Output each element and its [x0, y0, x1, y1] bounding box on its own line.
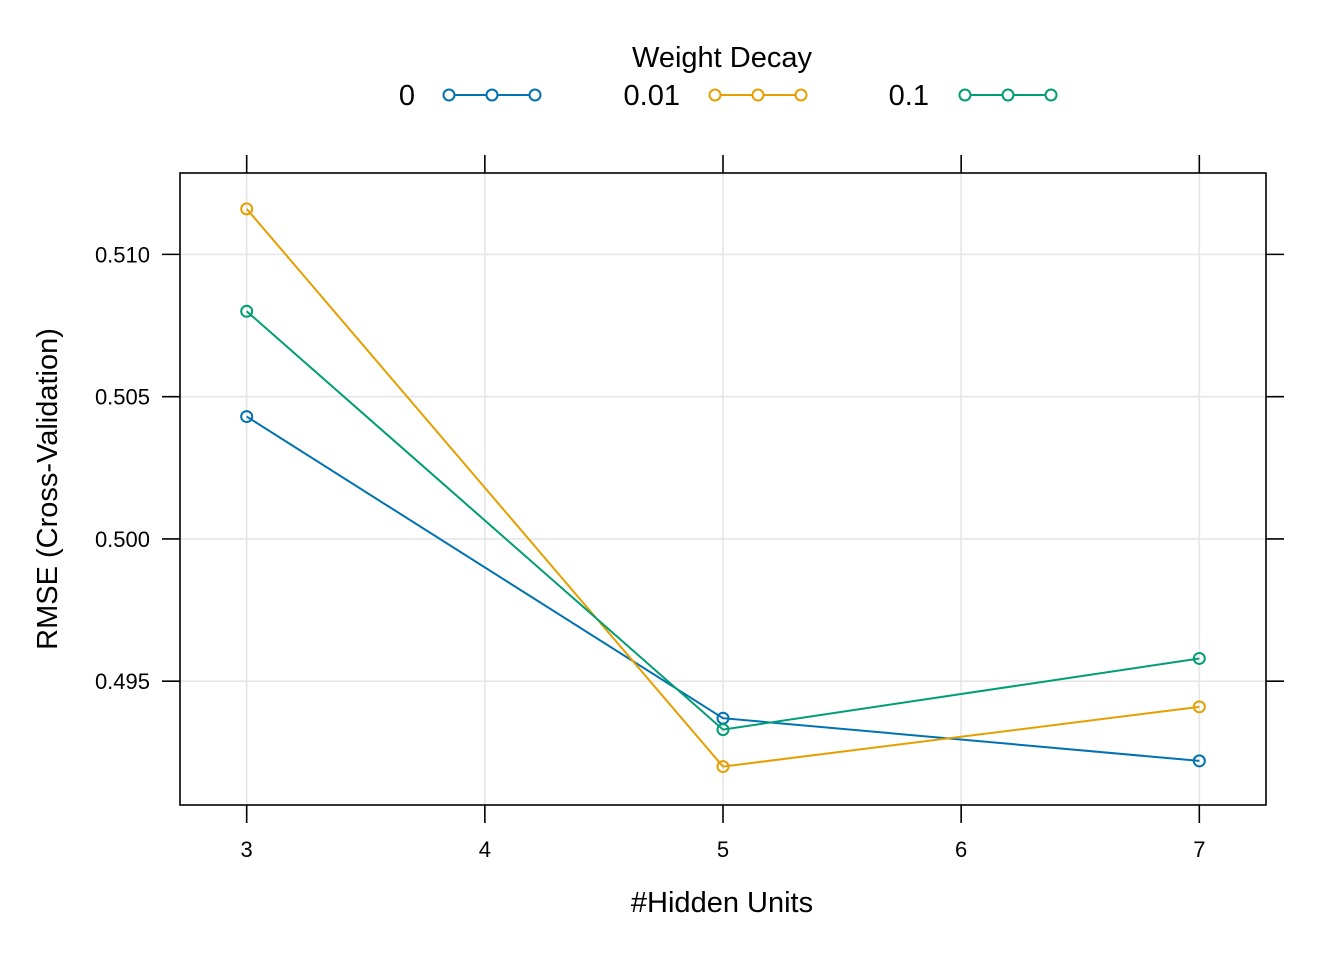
series-line-0.1: [246, 310, 1200, 731]
legend-label-0.1: 0.1: [889, 80, 929, 112]
legend-key-marker-0.01: [708, 88, 722, 102]
series-line-0.01: [245, 208, 1200, 768]
y-tick-label: 0.500: [95, 527, 150, 552]
legend-key-marker-0.01: [751, 88, 765, 102]
data-point-0.01: [716, 760, 730, 774]
data-point-0: [1192, 754, 1206, 768]
legend-key-marker-0.1: [1044, 88, 1058, 102]
series-line-0: [246, 415, 1200, 762]
ticks-layer: 3 4 5 6 7 0.495 0.500 0.505 0.510: [95, 155, 1284, 862]
plot-frame: [179, 172, 1267, 806]
legend-label-0.01: 0.01: [624, 80, 680, 112]
data-point-0.01: [1192, 700, 1206, 714]
legend-key-marker-0: [528, 88, 542, 102]
legend-key-marker-0.1: [958, 88, 972, 102]
data-point-0: [240, 410, 254, 424]
data-point-0.1: [240, 304, 254, 318]
data-point-0.1: [1192, 651, 1206, 665]
legend: Weight Decay 0 0.01 0.1: [399, 42, 1058, 112]
legend-key-marker-0.01: [794, 88, 808, 102]
data-point-0.01: [240, 202, 254, 216]
data-point-0.1: [716, 723, 730, 737]
x-tick-label: 6: [955, 837, 967, 862]
legend-key-marker-0.1: [1001, 88, 1015, 102]
legend-key-marker-0: [442, 88, 456, 102]
y-axis-title: RMSE (Cross-Validation): [32, 328, 64, 650]
x-tick-label: 4: [479, 837, 491, 862]
x-tick-label: 5: [717, 837, 729, 862]
grid-layer: [180, 173, 1266, 805]
legend-title: Weight Decay: [632, 42, 812, 74]
legend-label-0: 0: [399, 80, 415, 112]
x-tick-label: 3: [241, 837, 253, 862]
y-tick-label: 0.510: [95, 242, 150, 267]
legend-key-marker-0: [485, 88, 499, 102]
series-layer: [240, 202, 1206, 774]
x-tick-label: 7: [1193, 837, 1205, 862]
x-axis-title: #Hidden Units: [631, 887, 813, 919]
y-tick-label: 0.505: [95, 385, 150, 410]
legend-items: 0 0.01 0.1: [399, 80, 1058, 112]
y-tick-label: 0.495: [95, 669, 150, 694]
